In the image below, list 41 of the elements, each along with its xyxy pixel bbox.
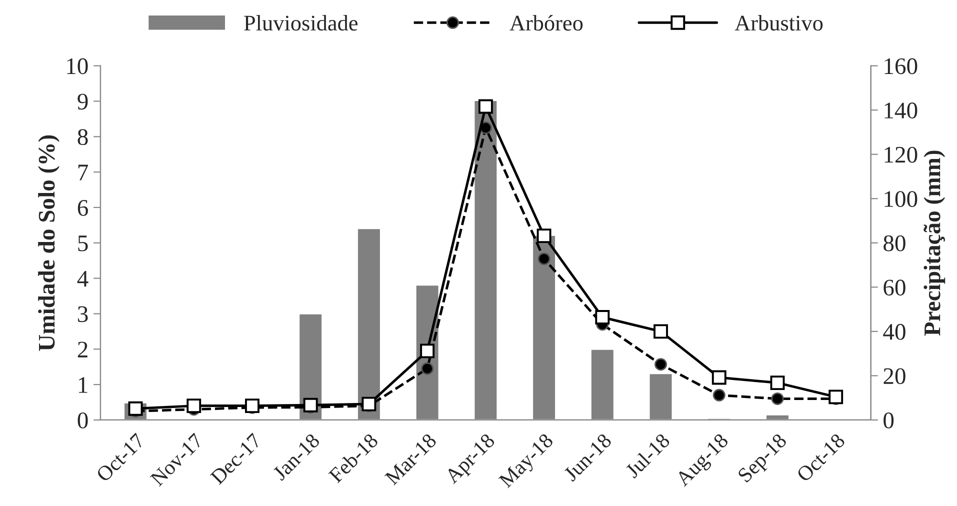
y2-tick-label: 120 <box>884 146 918 163</box>
point <box>771 392 784 405</box>
point <box>595 310 610 324</box>
point <box>712 370 726 385</box>
point <box>303 398 318 412</box>
y-tick-label: 1 <box>78 377 88 393</box>
y2-tick-label: 100 <box>884 191 918 208</box>
y-tick-label: 9 <box>78 94 88 110</box>
legend-label: Pluviosidade <box>244 15 358 31</box>
y2-tick-label: 140 <box>884 102 918 118</box>
legend-label: Arbustivo <box>734 15 823 31</box>
y2-tick-label: 60 <box>884 280 906 296</box>
y-tick-label: 5 <box>78 236 88 252</box>
y2-tick-label: 20 <box>884 368 906 384</box>
point <box>536 228 552 244</box>
point <box>421 362 434 375</box>
point <box>654 324 668 339</box>
y-tick-label: 6 <box>78 200 88 216</box>
y-tick-label: 10 <box>67 58 88 74</box>
point <box>654 358 668 371</box>
y-tick-label: 2 <box>78 342 88 358</box>
y2-axis-title: Precipitação (mm) <box>924 150 946 336</box>
y-tick-label: 3 <box>78 306 88 322</box>
y-tick-label: 0 <box>78 412 88 428</box>
point <box>478 99 493 114</box>
y-tick-label: 7 <box>78 164 88 180</box>
point <box>828 390 844 404</box>
point <box>420 344 435 358</box>
legend-label: Arbóreo <box>510 14 583 31</box>
y2-tick-label: 40 <box>883 324 906 340</box>
y2-tick-label: 160 <box>884 58 918 74</box>
point <box>712 388 726 402</box>
point <box>362 396 376 412</box>
y-tick-label: 4 <box>77 270 88 286</box>
y2-tick-label: 0 <box>884 412 894 428</box>
y2-tick-label: 80 <box>884 235 906 252</box>
y-tick-label: 8 <box>78 129 88 146</box>
point <box>538 252 550 266</box>
point <box>245 398 260 414</box>
y-axis-title: Umidade do Solo (%) <box>38 135 60 351</box>
point <box>770 376 785 390</box>
